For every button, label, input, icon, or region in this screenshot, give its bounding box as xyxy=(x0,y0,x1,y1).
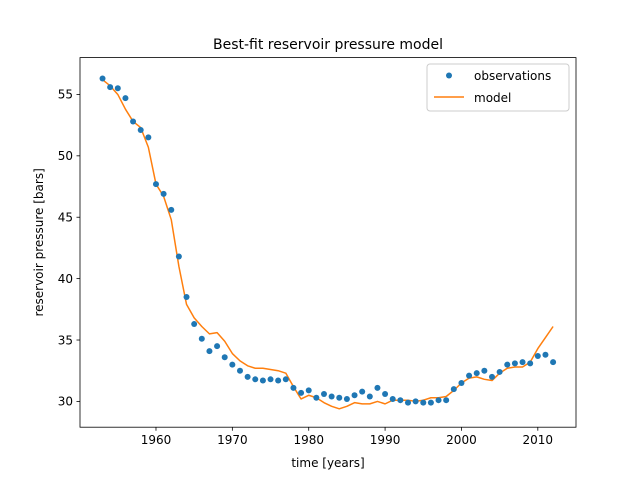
observation-point xyxy=(374,384,381,391)
observation-point xyxy=(145,134,152,141)
observation-point xyxy=(152,181,159,188)
observation-point xyxy=(481,367,488,374)
observation-point xyxy=(244,373,251,380)
observation-point xyxy=(534,352,541,359)
observation-point xyxy=(542,351,549,358)
y-tick-label: 45 xyxy=(58,211,73,225)
observation-point xyxy=(160,190,167,197)
observation-point xyxy=(450,386,457,393)
observation-point xyxy=(382,391,389,398)
observation-point xyxy=(99,75,106,82)
observation-point xyxy=(275,377,282,384)
observation-point xyxy=(489,373,495,380)
y-tick-label: 30 xyxy=(58,395,73,409)
legend-box xyxy=(426,63,570,112)
observation-point xyxy=(206,348,213,355)
observation-point xyxy=(435,397,442,404)
observation-point xyxy=(458,380,465,386)
observation-point xyxy=(427,399,434,406)
observation-point xyxy=(305,387,312,394)
x-axis-label: time [years] xyxy=(291,456,364,470)
observation-point xyxy=(397,397,404,404)
observation-point xyxy=(550,359,557,366)
observation-point xyxy=(504,361,511,368)
observation-point xyxy=(511,360,518,367)
observation-point xyxy=(198,335,205,342)
legend-observations-marker xyxy=(446,72,452,79)
y-axis-label: reservoir pressure [bars] xyxy=(32,168,46,316)
plot-marks xyxy=(99,75,557,410)
legend: observations model xyxy=(426,63,570,112)
observation-point xyxy=(496,368,503,375)
observation-point xyxy=(343,395,350,402)
observation-point xyxy=(313,394,320,401)
observation-point xyxy=(282,376,289,383)
observation-point xyxy=(351,392,358,399)
x-tick-label: 2000 xyxy=(446,433,477,447)
observation-point xyxy=(328,393,335,400)
observation-point xyxy=(267,376,274,383)
legend-model-label: model xyxy=(474,91,511,105)
y-tick-label: 40 xyxy=(58,272,73,286)
x-axis: 1960 1970 1980 1990 2000 2010 xyxy=(141,427,553,447)
observation-point xyxy=(298,389,305,396)
observation-point xyxy=(404,399,411,406)
y-tick-label: 35 xyxy=(58,333,73,347)
observation-point xyxy=(130,118,137,125)
observation-point xyxy=(473,370,480,377)
observation-point xyxy=(122,95,129,102)
observation-point xyxy=(183,294,190,301)
observation-point xyxy=(252,376,259,383)
y-tick-label: 55 xyxy=(58,88,73,102)
observation-point xyxy=(221,354,228,361)
x-tick-label: 2010 xyxy=(523,433,554,447)
observation-point xyxy=(420,399,427,406)
observation-point xyxy=(320,391,327,398)
observation-point xyxy=(175,253,182,260)
observation-point xyxy=(229,361,236,368)
observation-point xyxy=(137,127,144,134)
observation-point xyxy=(527,360,534,367)
observation-point xyxy=(412,398,419,405)
observation-point xyxy=(107,84,114,91)
model-line xyxy=(102,79,554,410)
x-tick-label: 1960 xyxy=(141,433,172,447)
y-axis: 30 35 40 45 50 55 xyxy=(58,88,80,409)
axes-frame xyxy=(79,57,577,428)
observation-point xyxy=(259,377,266,384)
observation-point xyxy=(168,206,175,213)
observation-point xyxy=(114,85,121,92)
observation-point xyxy=(389,395,396,402)
observation-point xyxy=(359,388,366,395)
observation-point xyxy=(191,321,198,328)
x-tick-label: 1970 xyxy=(217,433,248,447)
x-tick-label: 1990 xyxy=(370,433,401,447)
observation-point xyxy=(443,397,450,404)
observation-point xyxy=(366,393,373,400)
observation-point xyxy=(336,394,343,401)
x-tick-label: 1980 xyxy=(293,433,324,447)
observation-point xyxy=(290,384,297,391)
legend-observations-label: observations xyxy=(474,69,551,83)
observation-point xyxy=(466,372,473,379)
observation-point xyxy=(519,359,526,366)
y-tick-label: 50 xyxy=(58,149,73,163)
observation-point xyxy=(214,343,221,350)
observation-point xyxy=(236,367,243,374)
chart-title: Best-fit reservoir pressure model xyxy=(213,37,443,53)
